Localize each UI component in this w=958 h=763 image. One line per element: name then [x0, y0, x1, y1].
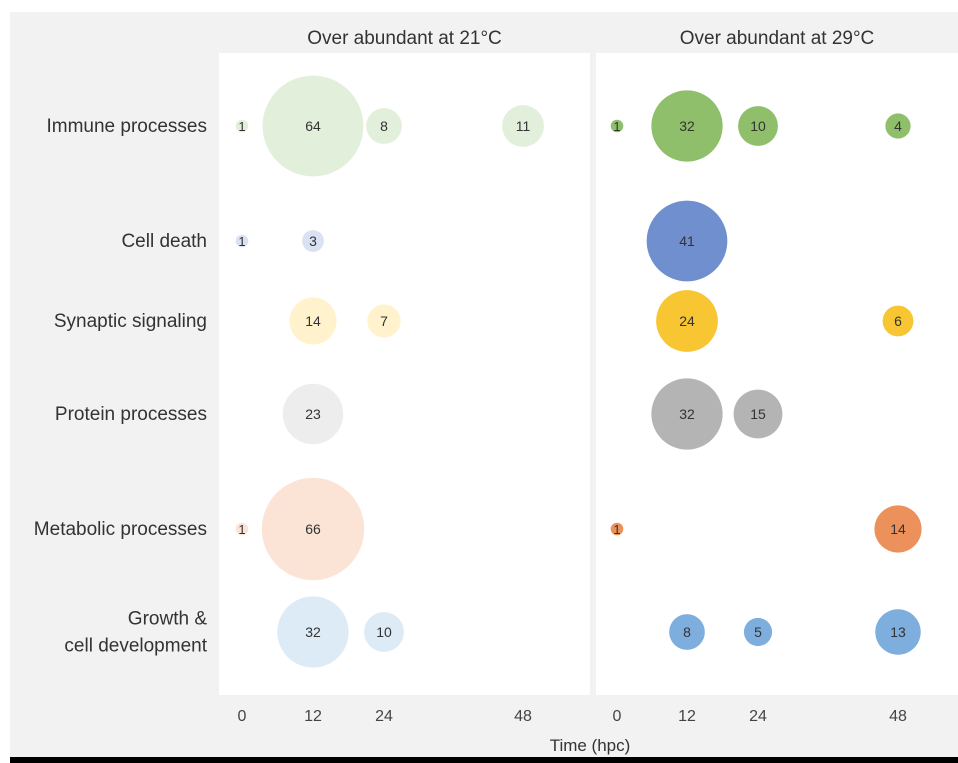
bubble-label: 32 [679, 118, 695, 134]
bubble-label: 13 [890, 624, 906, 640]
bubble-p21-metabolic-processes-0 [235, 522, 249, 536]
bubble-p29-synaptic-signaling-48 [882, 305, 914, 337]
bubble-label: 1 [613, 522, 620, 537]
bubble-label: 10 [376, 624, 392, 640]
bubble-p21-immune-processes-48 [502, 105, 544, 147]
bubble-label: 14 [305, 313, 321, 329]
bubble-label: 66 [305, 521, 321, 537]
bubble-p21-cell-death-12 [302, 230, 324, 252]
bubble-p29-growth-cell-development-12 [669, 614, 705, 650]
x-tick-label: 12 [304, 708, 322, 725]
bubble-p29-protein-processes-12 [651, 378, 723, 450]
bubble-label: 5 [754, 624, 762, 640]
row-label-immune-processes: Immune processes [46, 116, 207, 137]
bubble-label: 7 [380, 313, 388, 329]
row-label-metabolic-processes: Metabolic processes [34, 519, 207, 540]
bubble-label: 1 [238, 234, 245, 249]
row-label-cell-death: Cell death [121, 231, 207, 252]
bubble-label: 64 [305, 118, 321, 134]
bubble-p29-metabolic-processes-0 [610, 522, 624, 536]
bubble-p29-growth-cell-development-24 [743, 617, 773, 647]
bubble-p21-synaptic-signaling-24 [367, 304, 401, 338]
bubble-label: 6 [894, 313, 902, 329]
bubble-p29-metabolic-processes-48 [874, 505, 922, 553]
x-tick-label: 48 [889, 708, 907, 725]
row-label-growth-cell-development: Growth & cell development [64, 609, 207, 657]
bubble-p29-synaptic-signaling-12 [656, 290, 718, 352]
bubble-label: 4 [894, 118, 902, 134]
x-tick-label: 12 [678, 708, 696, 725]
bubble-label: 8 [380, 118, 388, 134]
bubble-p29-immune-processes-12 [651, 90, 723, 162]
bottom-rule [10, 757, 958, 763]
bubble-label: 24 [679, 313, 695, 329]
bubble-p29-growth-cell-development-48 [875, 609, 921, 655]
bubble-p21-growth-cell-development-12 [277, 596, 349, 668]
bubble-p21-immune-processes-24 [366, 108, 402, 144]
panel-title-p29: Over abundant at 29°C [680, 28, 875, 49]
bubble-p21-metabolic-processes-12 [261, 477, 365, 581]
panel-title-p21: Over abundant at 21°C [307, 28, 502, 49]
bubble-label: 11 [516, 118, 531, 134]
bubble-p21-protein-processes-12 [282, 383, 344, 445]
x-axis-title: Time (hpc) [550, 736, 631, 755]
bubble-label: 32 [305, 624, 321, 640]
x-tick-label: 0 [238, 708, 247, 725]
x-tick-label: 0 [613, 708, 622, 725]
bubble-label: 41 [679, 233, 695, 249]
bubble-p21-growth-cell-development-24 [364, 612, 404, 652]
bubble-label: 8 [683, 624, 691, 640]
bubble-p29-cell-death-12 [646, 200, 728, 282]
bubble-p29-immune-processes-24 [738, 106, 778, 146]
bubble-p29-immune-processes-48 [885, 113, 911, 139]
bubble-p29-immune-processes-0 [610, 119, 624, 133]
bubble-p21-synaptic-signaling-12 [289, 297, 337, 345]
bubble-label: 10 [750, 118, 766, 134]
bubble-p21-cell-death-0 [235, 234, 249, 248]
bubble-p21-immune-processes-0 [235, 119, 249, 133]
x-tick-label: 48 [514, 708, 532, 725]
x-tick-label: 24 [375, 708, 393, 725]
row-label-protein-processes: Protein processes [55, 404, 207, 425]
x-tick-label: 24 [749, 708, 767, 725]
plot-area-p29 [596, 53, 958, 695]
bubble-label: 3 [309, 233, 317, 249]
bubble-label: 14 [890, 521, 906, 537]
bubble-p29-protein-processes-24 [733, 389, 783, 439]
bubble-label: 1 [613, 119, 620, 134]
bubble-label: 15 [750, 406, 766, 422]
row-label-synaptic-signaling: Synaptic signaling [54, 311, 207, 332]
bubble-label: 1 [238, 522, 245, 537]
bubble-p21-immune-processes-12 [262, 75, 364, 177]
bubble-label: 32 [679, 406, 695, 422]
bubble-label: 23 [305, 406, 321, 422]
bubble-label: 1 [238, 119, 245, 134]
